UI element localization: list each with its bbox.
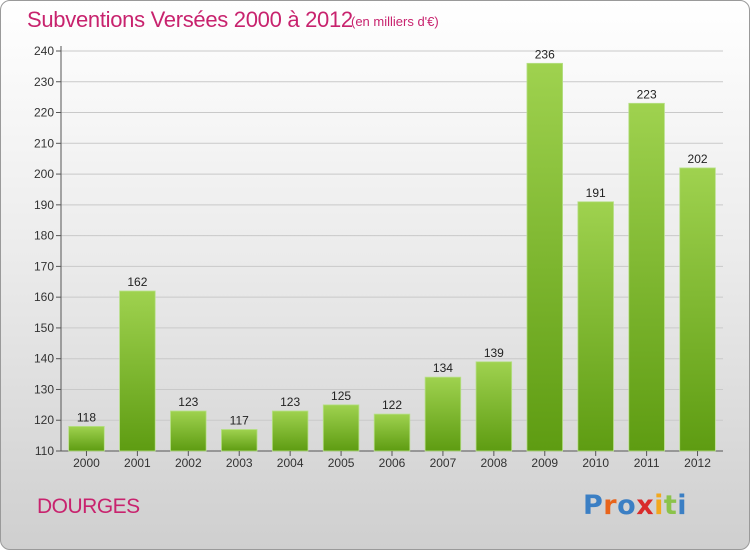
logo-letter: i (654, 490, 664, 521)
x-tick-label: 2007 (430, 456, 457, 470)
data-label: 122 (382, 398, 402, 412)
x-tick-label: 2010 (582, 456, 609, 470)
logo-letter: i (677, 490, 688, 521)
data-label: 162 (127, 275, 147, 289)
data-label: 123 (280, 395, 300, 409)
x-tick-label: 2000 (73, 456, 100, 470)
bar (68, 425, 105, 452)
y-tick-label: 240 (34, 44, 54, 58)
data-label: 223 (637, 87, 657, 101)
bar (628, 102, 665, 452)
bar (373, 413, 411, 452)
bar (322, 404, 360, 452)
x-tick-label: 2008 (480, 456, 507, 470)
y-tick-label: 120 (34, 413, 54, 427)
data-label: 117 (230, 413, 249, 427)
chart-subtitle: (en milliers d'€) (351, 14, 439, 29)
x-tick-label: 2002 (175, 456, 202, 470)
bar (271, 410, 309, 452)
bar (679, 167, 716, 452)
x-tick-label: 2003 (226, 456, 253, 470)
x-tick-label: 2001 (124, 456, 151, 470)
y-tick-label: 140 (34, 352, 54, 366)
logo-letter: x (636, 490, 655, 521)
x-tick-label: 2009 (531, 456, 558, 470)
data-label: 118 (77, 410, 96, 424)
bar (577, 201, 614, 452)
y-tick-label: 150 (34, 321, 54, 335)
y-tick-label: 220 (34, 106, 54, 120)
y-tick-label: 170 (34, 259, 54, 273)
x-tick-label: 2011 (634, 456, 660, 470)
y-tick-label: 210 (34, 136, 54, 150)
y-tick-label: 130 (34, 382, 54, 396)
y-tick-label: 200 (34, 167, 54, 181)
proxiti-logo: Proxiti (583, 490, 687, 521)
data-label: 125 (331, 389, 351, 403)
data-label: 191 (586, 186, 606, 200)
x-tick-label: 2005 (328, 456, 355, 470)
commune-name: DOURGES (37, 495, 140, 518)
data-label: 139 (484, 346, 504, 360)
y-tick-label: 180 (34, 229, 54, 243)
bar (170, 410, 207, 452)
x-tick-label: 2012 (684, 456, 711, 470)
bar (526, 62, 563, 452)
y-tick-label: 160 (34, 290, 54, 304)
data-label: 202 (688, 152, 708, 166)
bar (221, 429, 258, 452)
logo-letter: r (603, 490, 618, 521)
logo-letter: t (663, 490, 678, 521)
x-tick-label: 2006 (379, 456, 406, 470)
logo-letter: P (583, 490, 604, 521)
data-label: 134 (433, 361, 453, 375)
chart-title: Subventions Versées 2000 à 2012 (27, 7, 353, 32)
x-tick-label: 2004 (277, 456, 304, 470)
y-tick-label: 230 (34, 75, 54, 89)
bar (119, 290, 156, 452)
data-label: 236 (535, 47, 555, 61)
bar (475, 361, 513, 452)
y-tick-label: 190 (34, 198, 54, 212)
y-tick-label: 110 (35, 444, 54, 458)
bar (424, 376, 462, 452)
data-label: 123 (178, 395, 198, 409)
logo-letter: o (617, 490, 637, 521)
